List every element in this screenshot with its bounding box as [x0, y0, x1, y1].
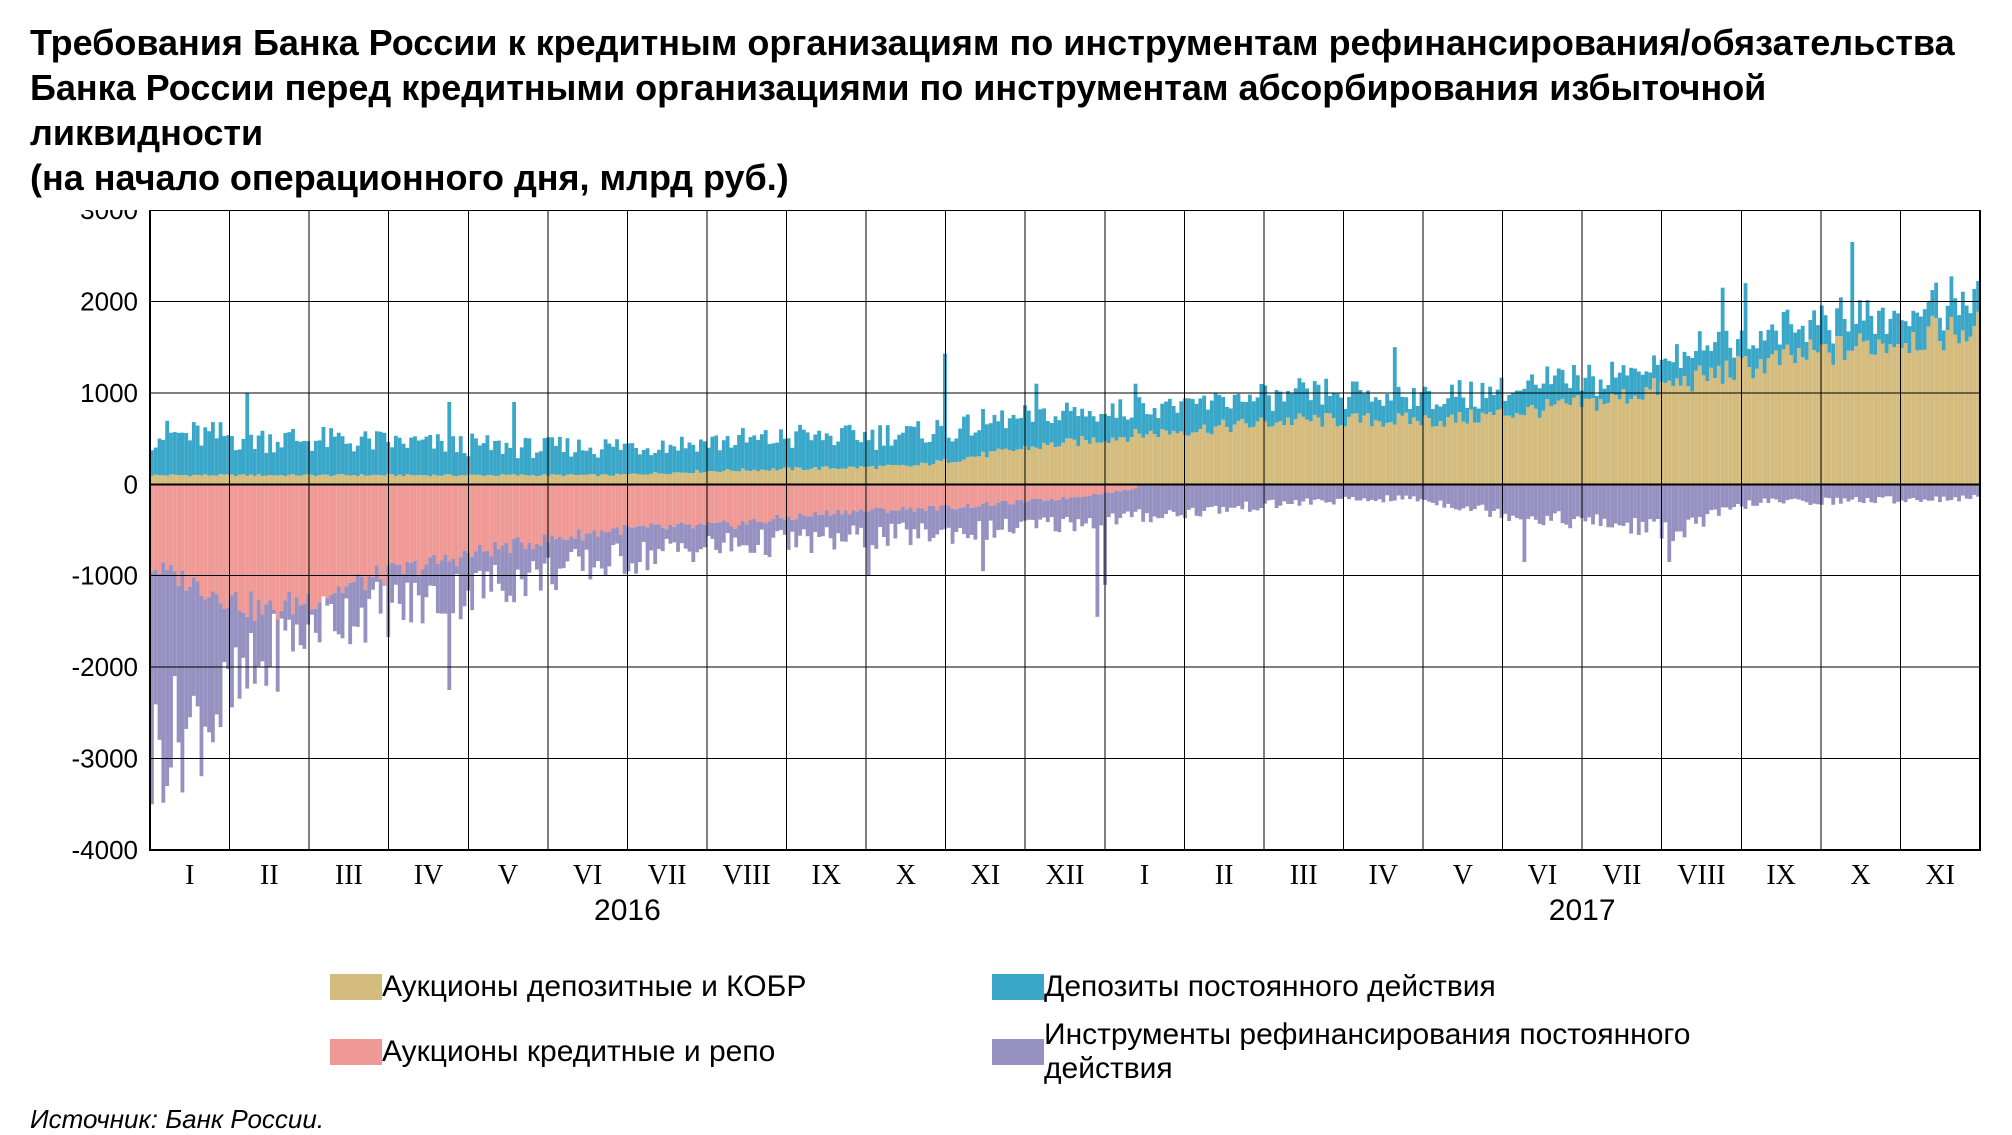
- svg-text:2000: 2000: [80, 286, 138, 316]
- svg-text:XI: XI: [971, 860, 1001, 891]
- legend-label-ref-standing: Инструменты рефинансирования постоянного…: [1044, 1018, 1764, 1086]
- svg-text:XI: XI: [1925, 860, 1955, 891]
- legend-swatch-cred-auction: [330, 1039, 382, 1065]
- svg-text:IV: IV: [1368, 860, 1398, 891]
- svg-text:2016: 2016: [594, 894, 661, 927]
- svg-text:-1000: -1000: [72, 561, 139, 591]
- svg-text:3000: 3000: [80, 210, 138, 225]
- svg-text:I: I: [185, 860, 194, 891]
- svg-text:VIII: VIII: [1677, 860, 1725, 891]
- svg-text:VI: VI: [573, 860, 603, 891]
- chart-container: -4000-3000-2000-10000100020003000IIIIIII…: [30, 210, 1982, 940]
- legend-label-cred-auction: Аукционы кредитные и репо: [382, 1035, 902, 1069]
- svg-text:VI: VI: [1528, 860, 1558, 891]
- title-line-3: (на начало операционного дня, млрд руб.): [30, 157, 789, 198]
- legend-swatch-dep-auction: [330, 974, 382, 1000]
- svg-text:I: I: [1140, 860, 1149, 891]
- chart-title: Требования Банка России к кредитным орга…: [30, 20, 1982, 200]
- liquidity-chart: -4000-3000-2000-10000100020003000IIIIIII…: [30, 210, 1990, 940]
- svg-text:III: III: [335, 860, 363, 891]
- svg-text:0: 0: [124, 469, 138, 499]
- svg-text:-4000: -4000: [72, 835, 139, 865]
- svg-text:XII: XII: [1046, 860, 1085, 891]
- title-line-2: Банка России перед кредитными организаци…: [30, 67, 1766, 153]
- svg-text:III: III: [1290, 860, 1318, 891]
- svg-text:VII: VII: [648, 860, 687, 891]
- svg-text:IX: IX: [1766, 860, 1796, 891]
- svg-text:VIII: VIII: [723, 860, 771, 891]
- legend-label-dep-auction: Аукционы депозитные и КОБР: [382, 970, 902, 1004]
- svg-text:II: II: [1215, 860, 1234, 891]
- svg-text:VII: VII: [1603, 860, 1642, 891]
- svg-text:2017: 2017: [1549, 894, 1616, 927]
- svg-text:X: X: [1851, 860, 1871, 891]
- legend-label-dep-standing: Депозиты постоянного действия: [1044, 970, 1764, 1004]
- svg-text:IV: IV: [414, 860, 444, 891]
- legend-swatch-ref-standing: [992, 1039, 1044, 1065]
- svg-text:IX: IX: [812, 860, 842, 891]
- legend: Аукционы депозитные и КОБР Депозиты пост…: [330, 970, 1982, 1086]
- title-line-1: Требования Банка России к кредитным орга…: [30, 22, 1955, 63]
- svg-text:-2000: -2000: [72, 652, 139, 682]
- svg-text:V: V: [498, 860, 518, 891]
- svg-text:V: V: [1453, 860, 1473, 891]
- svg-text:1000: 1000: [80, 378, 138, 408]
- svg-text:-3000: -3000: [72, 744, 139, 774]
- legend-swatch-dep-standing: [992, 974, 1044, 1000]
- svg-text:X: X: [896, 860, 916, 891]
- svg-text:II: II: [260, 860, 279, 891]
